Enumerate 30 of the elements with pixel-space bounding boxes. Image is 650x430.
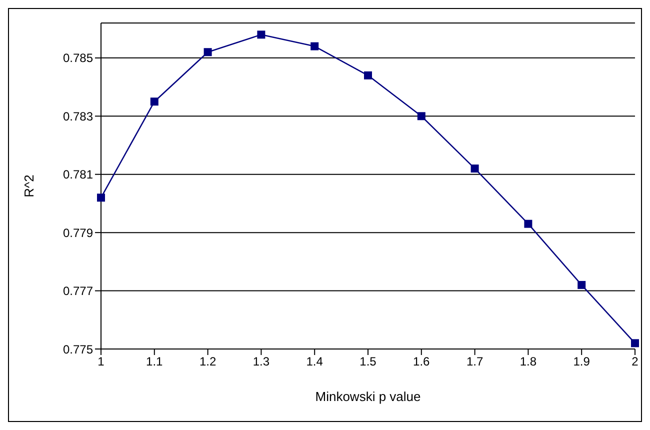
point xyxy=(204,48,212,56)
y-tick-label: 0.775 xyxy=(62,342,94,356)
y-axis-title: R^2 xyxy=(22,174,37,198)
point xyxy=(417,112,426,120)
point xyxy=(578,280,586,289)
x-tick-label: 1.8 xyxy=(520,354,537,369)
y-tick-label: 0.777 xyxy=(62,284,94,298)
y-tick-label: 0.783 xyxy=(62,109,94,124)
x-tick-label: 1.4 xyxy=(306,354,324,369)
x-tick-label: 1.3 xyxy=(252,354,270,369)
point xyxy=(470,164,479,173)
y-tick-label: 0.785 xyxy=(62,51,94,66)
point xyxy=(364,71,372,80)
point xyxy=(310,42,319,50)
x-tick-label: 1.2 xyxy=(199,354,216,369)
x-axis-title: Minkowski p value xyxy=(315,389,421,404)
point xyxy=(631,339,639,348)
point xyxy=(524,220,532,228)
x-tick-label: 2 xyxy=(632,354,639,369)
point xyxy=(257,30,266,39)
x-tick-label: 1.5 xyxy=(360,354,377,369)
x-tick-label: 1.7 xyxy=(466,354,484,369)
x-tick-label: 1.9 xyxy=(573,354,590,369)
point xyxy=(97,194,105,202)
x-tick-label: 1.1 xyxy=(146,354,164,369)
x-tick-label: 1.6 xyxy=(413,354,430,369)
point xyxy=(150,98,158,106)
y-tick-label: 0.781 xyxy=(62,168,94,182)
y-tick-label: 0.779 xyxy=(62,226,94,240)
x-tick-label: 1 xyxy=(98,354,105,369)
